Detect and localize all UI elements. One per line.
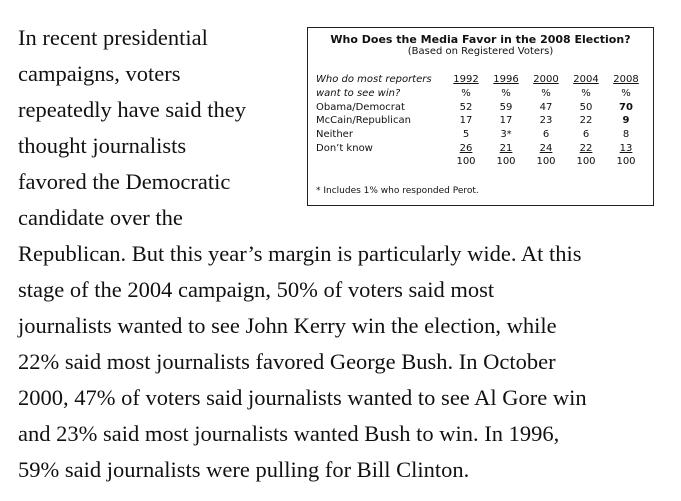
table-row: Obama/Democrat 52 59 47 50 70 xyxy=(316,100,646,114)
year-header: 1992 xyxy=(453,74,479,86)
question-label: Who do most reporters xyxy=(316,74,432,86)
cell: 6 xyxy=(542,129,550,141)
year-header: 2008 xyxy=(613,74,639,86)
cell: 52 xyxy=(459,101,473,113)
year-header: 1996 xyxy=(493,74,519,86)
cell: 26 xyxy=(459,142,473,154)
unit-label: % xyxy=(541,88,551,100)
article-line: 59% said journalists were pulling for Bi… xyxy=(18,457,470,482)
table-footnote: * Includes 1% who responded Perot. xyxy=(316,186,479,196)
cell: 17 xyxy=(459,115,473,127)
cell: 22 xyxy=(579,142,593,154)
cell: 3* xyxy=(500,129,512,141)
cell: 17 xyxy=(499,115,513,127)
article-line: campaigns, voters xyxy=(18,61,181,86)
article-line: 22% said most journalists favored George… xyxy=(18,349,556,374)
poll-table-figure: Who Does the Media Favor in the 2008 Ele… xyxy=(307,27,654,206)
total-cell: 100 xyxy=(616,156,636,168)
unit-label: % xyxy=(581,88,591,100)
article-line: favored the Democratic xyxy=(18,169,231,194)
total-cell: 100 xyxy=(456,156,476,168)
article-line: thought journalists xyxy=(18,133,187,158)
cell: 6 xyxy=(582,129,590,141)
cell: 70 xyxy=(619,101,633,113)
poll-table: Who do most reporters 1992 1996 2000 200… xyxy=(316,73,646,169)
cell: 22 xyxy=(579,115,593,127)
question-label: want to see win? xyxy=(316,88,401,100)
article-line: and 23% said most journalists wanted Bus… xyxy=(18,421,560,446)
unit-label: % xyxy=(501,88,511,100)
cell: 5 xyxy=(462,129,470,141)
cell: 24 xyxy=(539,142,553,154)
total-cell: 100 xyxy=(496,156,516,168)
totals-row: 100 100 100 100 100 xyxy=(316,155,646,169)
article-line: Republican. But this year’s margin is pa… xyxy=(18,241,582,266)
cell: 9 xyxy=(622,115,630,127)
total-cell: 100 xyxy=(576,156,596,168)
table-subtitle: (Based on Registered Voters) xyxy=(407,46,554,57)
cell: 47 xyxy=(539,101,553,113)
year-header: 2000 xyxy=(533,74,559,86)
article-line: journalists wanted to see John Kerry win… xyxy=(18,313,557,338)
row-label: Don’t know xyxy=(316,142,373,154)
cell: 13 xyxy=(619,142,633,154)
row-label: Obama/Democrat xyxy=(316,101,405,113)
article-line: stage of the 2004 campaign, 50% of voter… xyxy=(18,277,495,302)
table-row: Neither 5 3* 6 6 8 xyxy=(316,128,646,142)
table-row: McCain/Republican 17 17 23 22 9 xyxy=(316,114,646,128)
table-row: Don’t know 26 21 24 22 13 xyxy=(316,141,646,155)
row-label: McCain/Republican xyxy=(316,115,411,127)
header-row: Who do most reporters 1992 1996 2000 200… xyxy=(316,73,646,87)
cell: 8 xyxy=(622,129,630,141)
cell: 23 xyxy=(539,115,553,127)
article-line: candidate over the xyxy=(18,205,183,230)
article-line: 2000, 47% of voters said journalists wan… xyxy=(18,385,587,410)
table-title: Who Does the Media Favor in the 2008 Ele… xyxy=(330,33,631,46)
year-header: 2004 xyxy=(573,74,599,86)
unit-label: % xyxy=(621,88,631,100)
cell: 59 xyxy=(499,101,513,113)
article-line: In recent presidential xyxy=(18,25,208,50)
unit-label: % xyxy=(461,88,471,100)
article-line: repeatedly have said they xyxy=(18,97,247,122)
unit-row: want to see win? % % % % % xyxy=(316,87,646,101)
total-cell: 100 xyxy=(536,156,556,168)
row-label: Neither xyxy=(316,129,353,141)
cell: 50 xyxy=(579,101,593,113)
article-paragraph: In recent presidential campaigns, voters… xyxy=(18,20,587,488)
cell: 21 xyxy=(499,142,513,154)
